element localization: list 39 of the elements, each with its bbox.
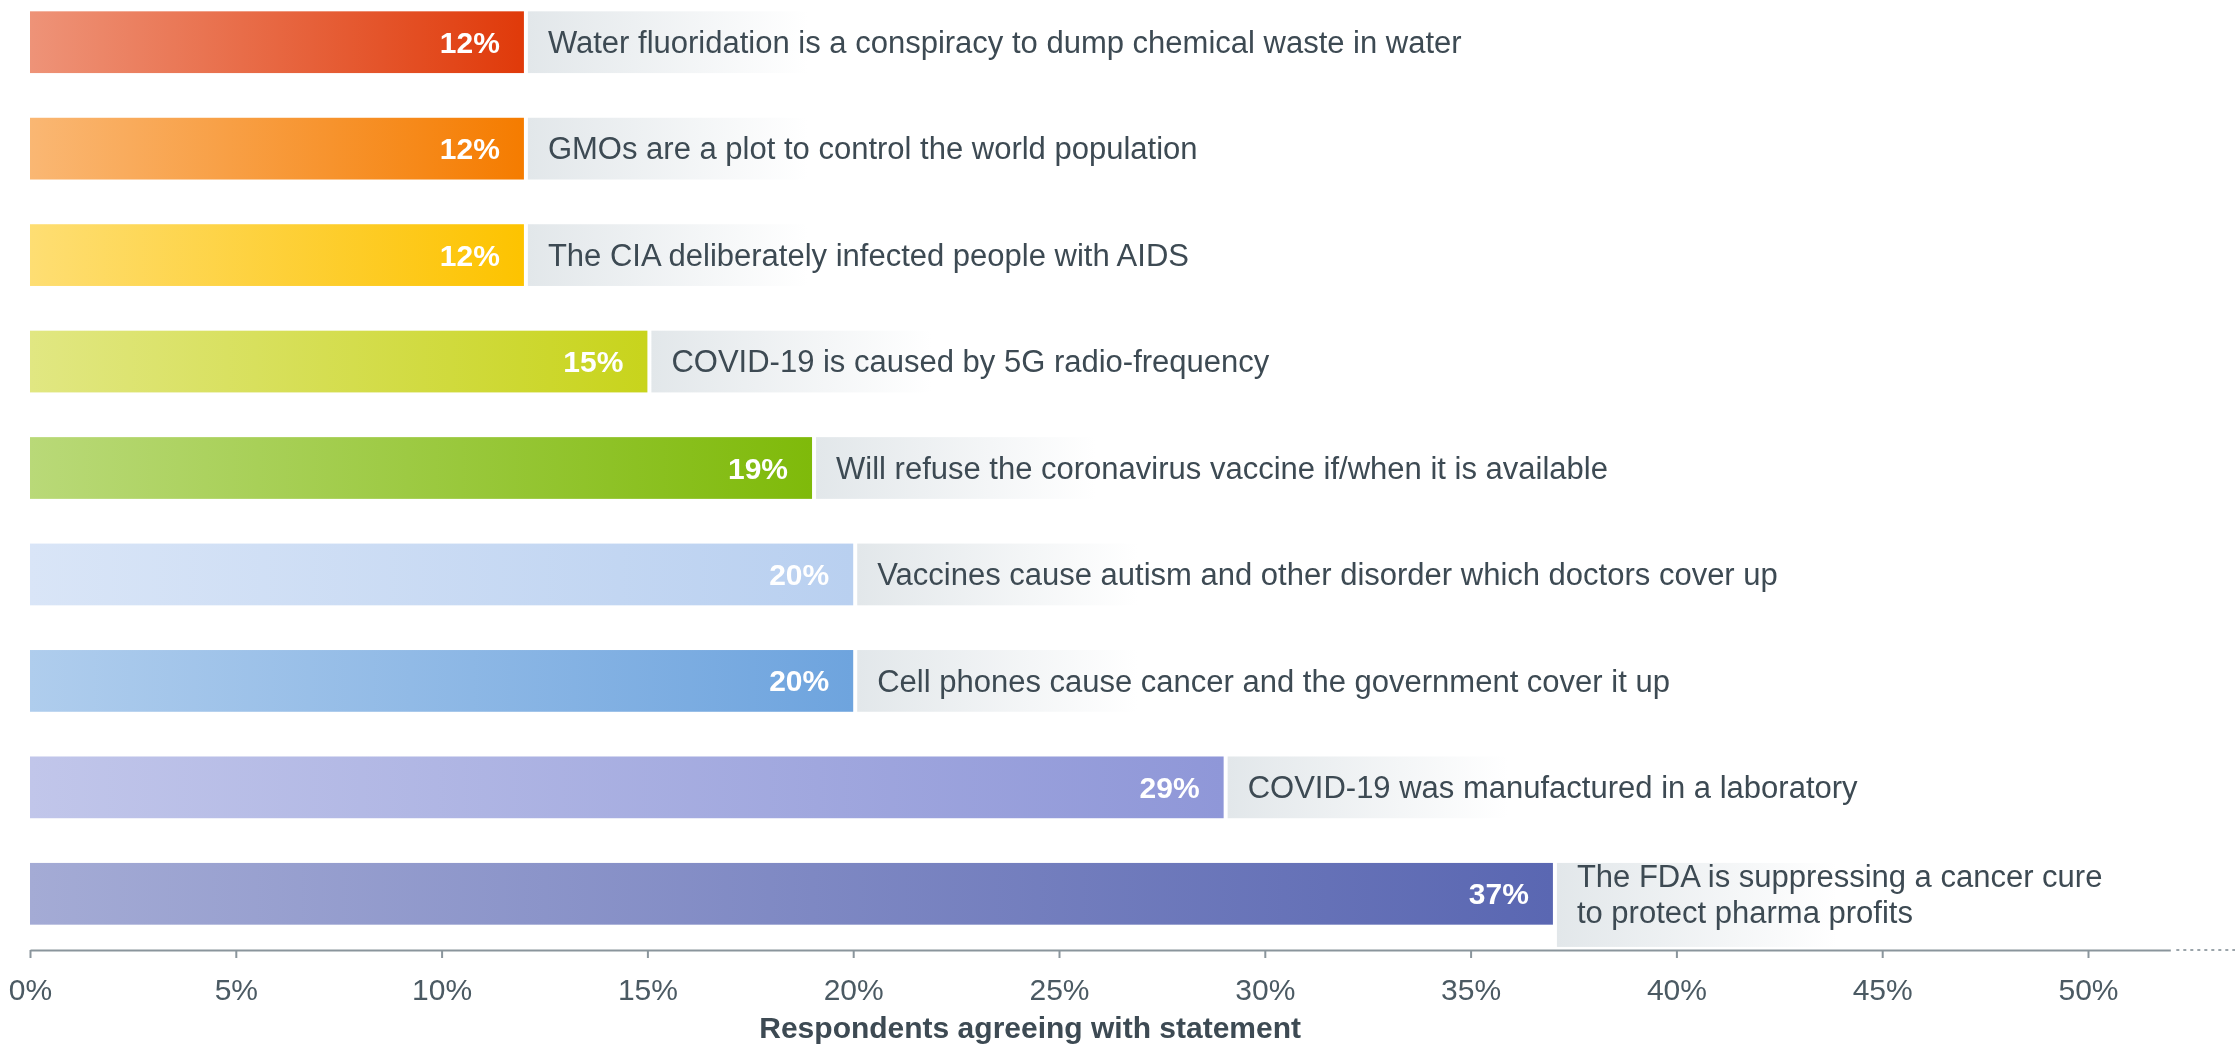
y-tick-label: Cell phones cause cancer and the government cover it up [877, 663, 1670, 699]
x-tick-label: 20% [823, 973, 884, 1006]
x-tick-label: 10% [412, 973, 473, 1006]
y-tick-label: Will refuse the coronavirus vaccine if/when it is available [836, 450, 1608, 486]
bar [30, 862, 1553, 925]
data-label: 15% [563, 345, 624, 379]
bar [30, 756, 1224, 819]
x-tick-label: 25% [1029, 973, 1090, 1006]
x-tick-label: 50% [2058, 973, 2119, 1006]
x-tick-label: 0% [8, 973, 53, 1006]
data-label: 29% [1139, 770, 1200, 804]
data-label: 12% [439, 238, 500, 272]
y-tick-label: COVID-19 is caused by 5G radio-frequency [671, 344, 1270, 380]
x-axis-title: Respondents agreeing with statement [759, 1011, 1302, 1044]
data-label: 20% [769, 557, 830, 591]
y-tick-label: COVID-19 was manufactured in a laboratory [1247, 770, 1859, 806]
y-tick-label: Vaccines cause autism and other disorder which doctors cover up [877, 557, 1778, 593]
y-tick-label: Water fluoridation is a conspiracy to dump chemical waste in water [547, 25, 1462, 61]
x-tick-label: 5% [214, 973, 258, 1006]
x-tick-label: 45% [1852, 973, 1913, 1006]
data-label: 20% [769, 664, 830, 698]
bar [30, 117, 524, 180]
bar [30, 437, 813, 499]
x-tick-label: 35% [1441, 973, 1502, 1006]
data-label: 37% [1468, 877, 1529, 911]
bar [30, 224, 524, 286]
bar [30, 11, 524, 74]
x-tick-label: 15% [617, 973, 678, 1006]
data-label: 12% [439, 25, 500, 59]
bar [30, 650, 854, 712]
bar [30, 543, 854, 606]
y-tick-label: The FDA is suppressing a cancer cure to protect pharma profits [1576, 858, 2103, 930]
x-tick-label: 40% [1646, 973, 1707, 1006]
y-tick-label: The CIA deliberately infected people with AIDS [547, 237, 1189, 273]
data-label: 12% [439, 132, 500, 166]
bar [30, 330, 648, 393]
y-tick-label: GMOs are a plot to control the world population [547, 131, 1198, 167]
data-label: 19% [727, 451, 789, 485]
x-tick-label: 30% [1235, 973, 1296, 1006]
